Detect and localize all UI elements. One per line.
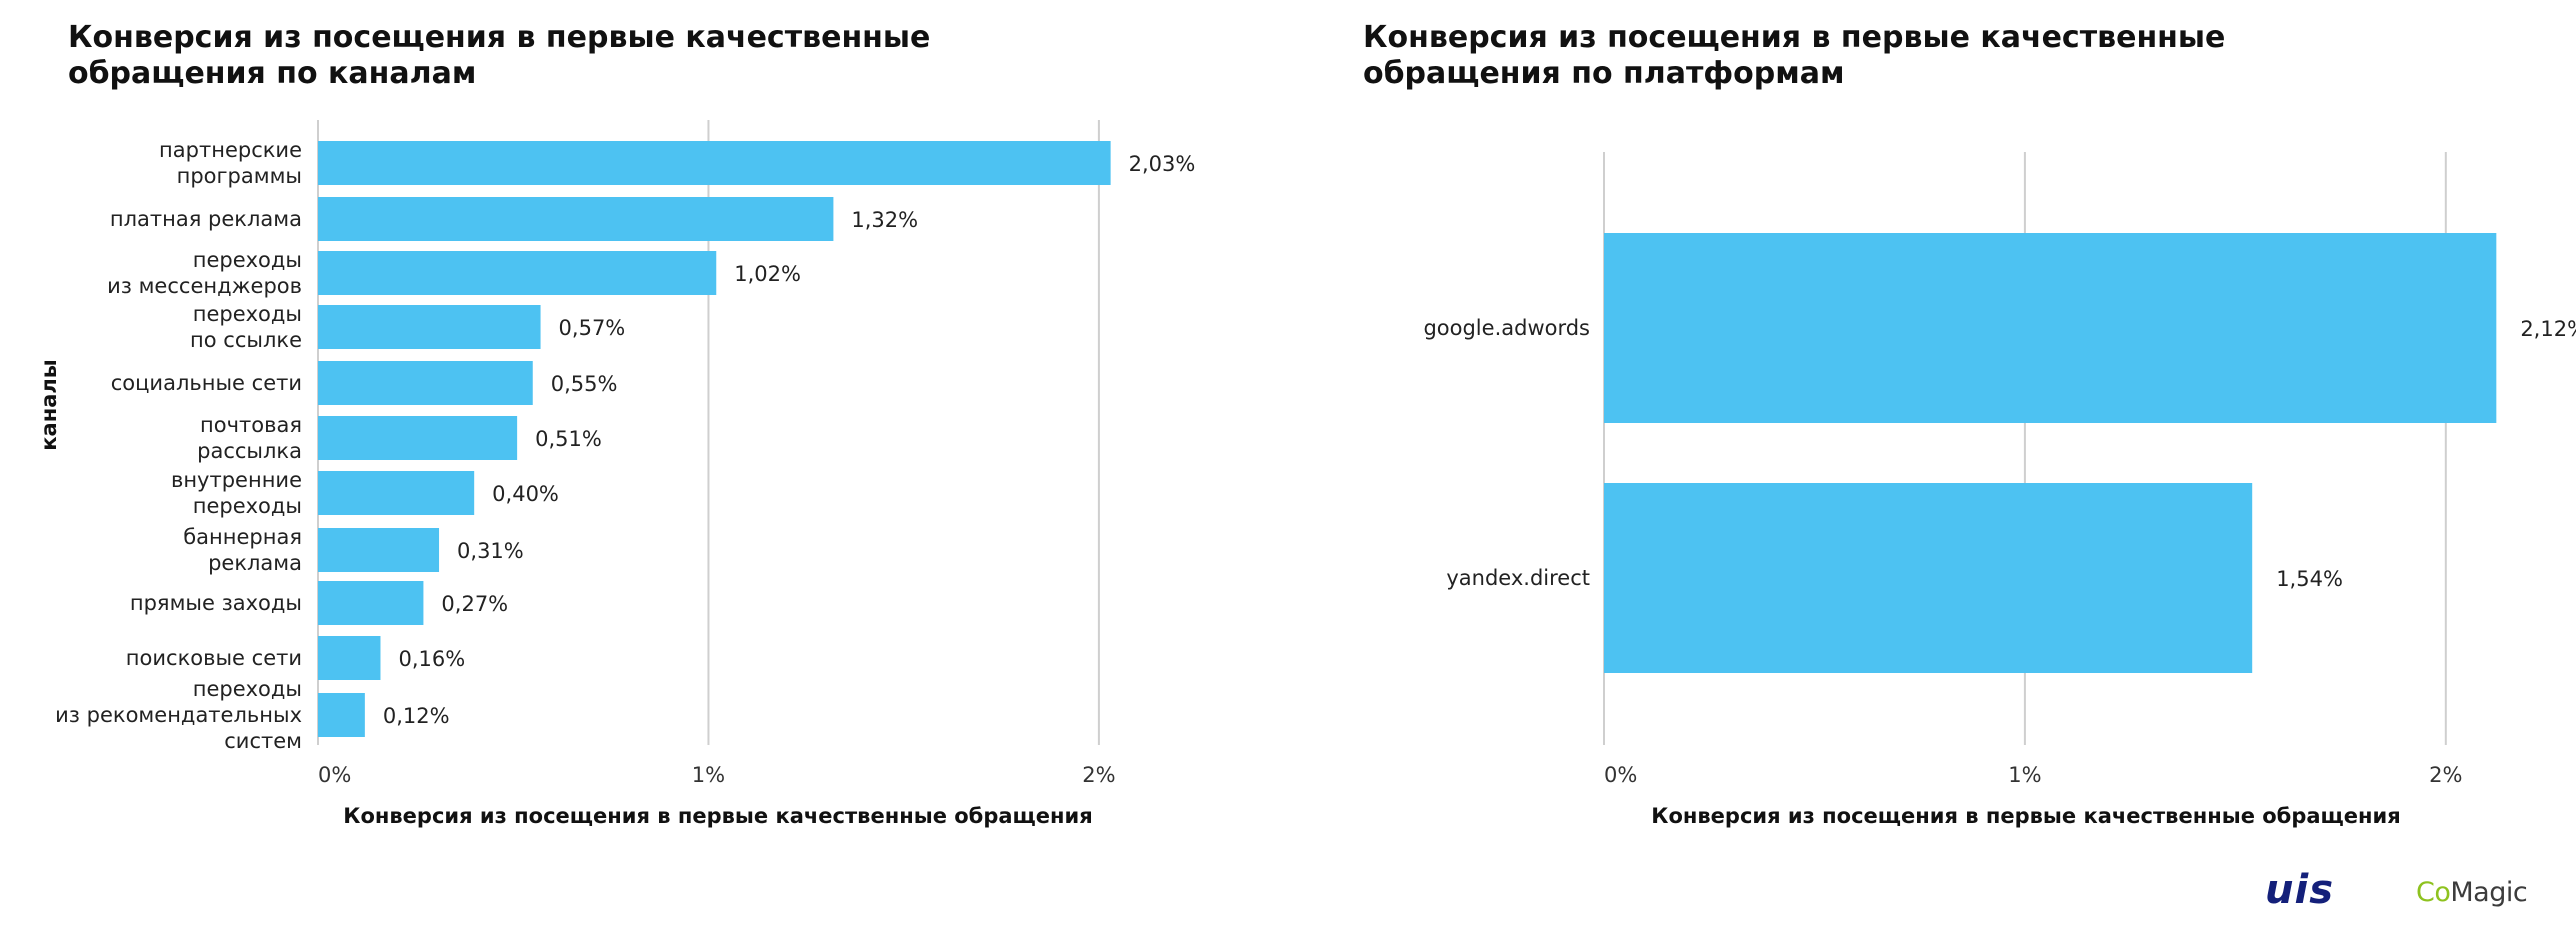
x-tick-label: 0% <box>1604 763 1637 787</box>
bar-value-label: 0,31% <box>457 539 524 563</box>
bar <box>318 693 365 737</box>
bar-value-label: 0,12% <box>383 704 450 728</box>
bar <box>318 581 424 625</box>
bar-value-label: 2,12% <box>2520 317 2576 341</box>
bar-value-label: 1,54% <box>2276 567 2343 591</box>
x-tick-label: 2% <box>1082 763 1115 787</box>
category-label: баннерная реклама <box>183 525 302 575</box>
category-label: yandex.direct <box>1446 566 1590 590</box>
x-tick-label: 1% <box>2008 763 2041 787</box>
bar-value-label: 0,40% <box>492 482 559 506</box>
x-tick-label: 0% <box>318 763 351 787</box>
y-axis-title: каналы <box>37 359 61 450</box>
bar-value-label: 1,02% <box>734 262 801 286</box>
bar <box>318 471 475 515</box>
bar-value-label: 0,51% <box>535 427 602 451</box>
comagic-logo: CoMagic <box>2416 877 2528 908</box>
bar <box>1604 233 2497 423</box>
category-label: почтовая рассылка <box>197 413 302 463</box>
bar <box>318 416 518 460</box>
x-axis-title: Конверсия из посещения в первые качестве… <box>1651 804 2400 828</box>
bar-value-label: 2,03% <box>1129 152 1196 176</box>
bar-value-label: 1,32% <box>851 208 918 232</box>
bar <box>318 361 533 405</box>
x-axis-title: Конверсия из посещения в первые качестве… <box>343 804 1092 828</box>
x-tick-label: 1% <box>692 763 725 787</box>
category-label: переходы из мессенджеров <box>107 248 302 298</box>
category-label: внутренние переходы <box>171 468 302 518</box>
bar-value-label: 0,16% <box>398 647 465 671</box>
category-label: партнерские программы <box>159 138 302 188</box>
bar <box>318 528 440 572</box>
category-label: google.adwords <box>1423 316 1590 340</box>
bar-value-label: 0,55% <box>551 372 618 396</box>
category-label: социальные сети <box>111 371 302 395</box>
uis-logo: uis <box>2265 867 2334 913</box>
bar-value-label: 0,27% <box>441 592 508 616</box>
category-label: переходы из рекомендательных систем <box>55 677 302 753</box>
x-tick-label: 2% <box>2429 763 2462 787</box>
chart-title-platforms: Конверсия из посещения в первые качестве… <box>1363 20 2226 91</box>
comagic-logo-co: Co <box>2416 877 2451 908</box>
bar <box>318 141 1111 185</box>
bar <box>318 636 381 680</box>
bar <box>318 251 717 295</box>
bar <box>318 197 834 241</box>
chart-title-channels: Конверсия из посещения в первые качестве… <box>68 20 931 91</box>
bar <box>318 305 541 349</box>
bar <box>1604 483 2253 673</box>
category-label: поисковые сети <box>126 646 302 670</box>
comagic-logo-magic: Magic <box>2450 877 2528 908</box>
bar-value-label: 0,57% <box>559 316 626 340</box>
category-label: платная реклама <box>110 207 302 231</box>
category-label: переходы по ссылке <box>190 302 302 352</box>
category-label: прямые заходы <box>130 591 302 615</box>
